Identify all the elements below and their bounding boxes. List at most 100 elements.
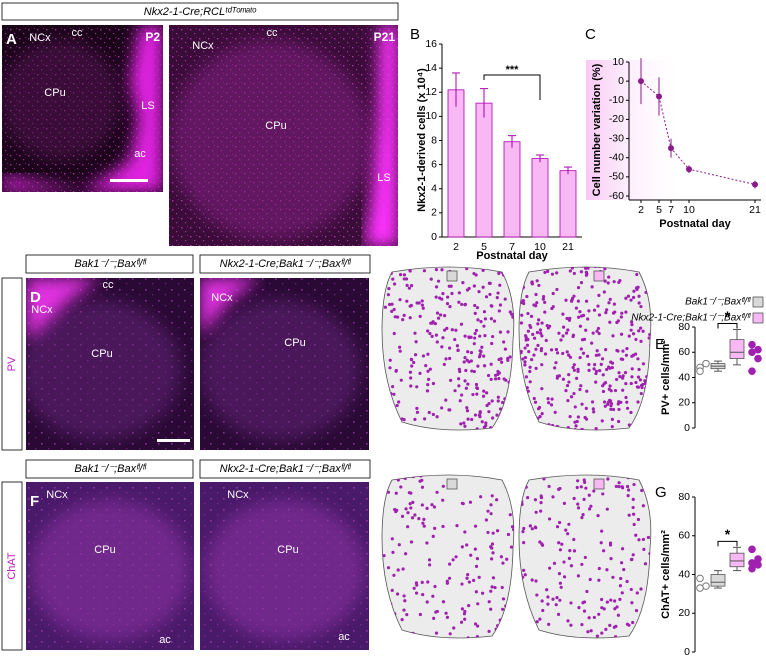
- cell-dot: [492, 319, 497, 323]
- cell-dot: [576, 506, 581, 510]
- cell-maps: [381, 266, 654, 639]
- label: Nkx2-1-Cre;RCLᵗᵈᵀᵒᵐᵃᵗᵒ: [144, 6, 257, 18]
- cell-dot: [602, 607, 606, 611]
- label: CPu: [265, 120, 286, 132]
- cell-dot: [508, 273, 512, 277]
- cell-dot: [496, 475, 500, 477]
- cell-dot: [443, 314, 447, 318]
- cell-dot: [590, 341, 594, 345]
- cell-dot: [534, 579, 538, 583]
- cell-dot: [613, 635, 618, 638]
- cell-dot: [625, 346, 629, 351]
- cell-dot: [550, 397, 554, 401]
- cell-dot: [391, 385, 395, 389]
- legend-label: Bak1⁻/⁻;Baxᶠˡ/ᶠˡ: [685, 297, 751, 308]
- cell-dot: [558, 486, 562, 491]
- cell-dot: [584, 299, 589, 303]
- cell-dot: [615, 605, 619, 609]
- label: NCx: [31, 304, 53, 316]
- cell-dot: [648, 374, 651, 378]
- cell-dot: [463, 355, 467, 360]
- cell-dot: [495, 413, 499, 417]
- label: CPu: [94, 544, 115, 556]
- cell-dot: [496, 291, 500, 295]
- cell-dot: [496, 395, 500, 399]
- cell-dot: [390, 537, 394, 541]
- cell-dot: [636, 357, 640, 361]
- cell-dot: [444, 398, 448, 402]
- cell-dot: [413, 513, 417, 517]
- label: 20: [678, 607, 690, 619]
- cell-dot: [604, 627, 608, 631]
- cell-dot: [405, 283, 409, 287]
- cell-dot: [540, 387, 544, 391]
- cell-dot: [431, 381, 435, 386]
- cell-dot: [572, 549, 577, 553]
- cell-dot: [639, 391, 643, 396]
- cell-dot: [634, 609, 639, 613]
- cell-dot: [463, 302, 468, 307]
- cell-dot: [383, 305, 387, 309]
- cell-dot: [567, 353, 571, 357]
- cell-dot: [597, 331, 601, 336]
- cell-dot: [408, 304, 412, 308]
- cell-dot: [404, 552, 408, 556]
- cell-dot: [592, 367, 596, 371]
- cell-dot: [431, 594, 435, 598]
- cell-dot: [597, 612, 601, 616]
- cell-dot: [522, 407, 526, 411]
- cell-dot: [571, 334, 575, 339]
- cell-dot: [480, 420, 484, 424]
- cell-dot: [522, 301, 526, 306]
- cell-dot: [489, 426, 493, 430]
- cell-dot: [469, 351, 474, 355]
- cell-dot: [576, 502, 580, 506]
- cell-dot: [433, 526, 437, 530]
- cell-dot: [441, 600, 446, 604]
- cell-dot: [392, 331, 396, 336]
- cell-dot: [454, 555, 458, 559]
- cell-dot: [608, 623, 612, 627]
- cell-dot: [568, 548, 572, 553]
- cell-dot: [559, 338, 563, 342]
- cell-dot: [607, 301, 611, 305]
- cell-dot: [627, 334, 631, 338]
- cell-dot: [489, 607, 493, 611]
- cell-dot: [412, 360, 416, 365]
- cell-dot: [620, 547, 625, 551]
- cell-dot: [511, 590, 514, 594]
- cell-dot: [421, 593, 425, 597]
- cell-dot: [580, 402, 584, 406]
- cell-dot: [420, 478, 424, 482]
- cell-dot: [551, 597, 555, 601]
- cell-dot: [513, 334, 514, 338]
- cell-dot: [608, 320, 612, 324]
- cell-dot: [480, 345, 484, 349]
- cell-dot: [460, 545, 464, 549]
- cell-dot: [382, 286, 386, 290]
- cell-dot: [528, 323, 532, 328]
- cell-dot: [382, 403, 386, 407]
- cell-dot: [457, 384, 461, 388]
- cell-dot: [587, 368, 591, 373]
- cell-dot: [490, 585, 494, 589]
- cell-dot: [641, 537, 646, 542]
- cell-dot: [487, 267, 491, 270]
- cell-dot: [508, 355, 512, 359]
- cell-dot: [651, 354, 654, 357]
- cell-dot: [596, 514, 600, 518]
- cell-dot: [432, 616, 436, 620]
- cell-dot: [412, 586, 416, 590]
- cell-dot: [513, 270, 514, 274]
- cell-dot: [472, 284, 476, 288]
- cell-dot: [626, 488, 631, 492]
- cell-dot: [392, 307, 396, 312]
- cell-dot: [585, 354, 590, 358]
- cell-dot: [614, 267, 619, 268]
- cell-dot: [617, 481, 621, 485]
- cell-dot: [619, 315, 623, 319]
- cell-dot: [482, 324, 486, 328]
- cell-dot: [415, 583, 419, 587]
- cell-dot: [641, 267, 645, 272]
